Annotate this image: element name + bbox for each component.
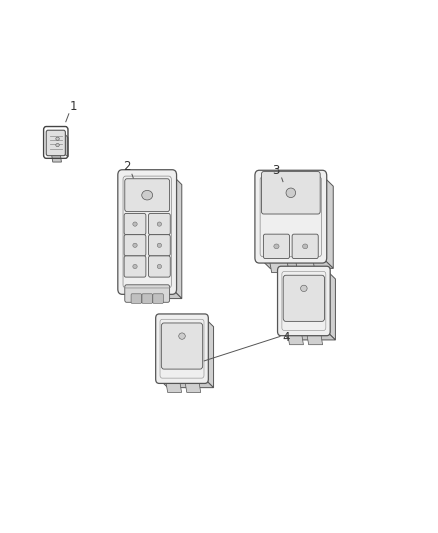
Ellipse shape	[56, 137, 59, 140]
Ellipse shape	[303, 244, 308, 249]
Ellipse shape	[142, 190, 152, 200]
FancyBboxPatch shape	[124, 256, 146, 277]
FancyBboxPatch shape	[131, 294, 141, 303]
Polygon shape	[287, 332, 304, 345]
Polygon shape	[259, 258, 333, 268]
FancyBboxPatch shape	[255, 170, 327, 263]
Ellipse shape	[157, 222, 162, 226]
Ellipse shape	[157, 243, 162, 247]
FancyBboxPatch shape	[148, 235, 170, 256]
Polygon shape	[166, 379, 182, 392]
Polygon shape	[295, 258, 315, 272]
Polygon shape	[122, 289, 182, 298]
FancyBboxPatch shape	[261, 172, 320, 214]
Polygon shape	[64, 132, 68, 157]
FancyBboxPatch shape	[263, 234, 290, 259]
Ellipse shape	[56, 143, 59, 147]
Text: 4: 4	[282, 331, 290, 344]
Ellipse shape	[286, 188, 296, 198]
Polygon shape	[185, 379, 201, 392]
Text: 1: 1	[70, 100, 77, 113]
Ellipse shape	[133, 264, 137, 269]
FancyBboxPatch shape	[278, 266, 330, 336]
Ellipse shape	[274, 244, 279, 249]
Polygon shape	[307, 332, 322, 345]
FancyBboxPatch shape	[161, 323, 203, 369]
Text: 3: 3	[272, 164, 280, 177]
FancyBboxPatch shape	[283, 275, 325, 321]
Polygon shape	[281, 332, 336, 340]
FancyBboxPatch shape	[46, 130, 65, 156]
FancyBboxPatch shape	[124, 214, 146, 235]
Ellipse shape	[300, 285, 307, 292]
Ellipse shape	[157, 264, 162, 269]
Polygon shape	[269, 258, 289, 272]
Text: 2: 2	[123, 160, 131, 173]
FancyBboxPatch shape	[142, 294, 152, 303]
Ellipse shape	[179, 333, 185, 340]
FancyBboxPatch shape	[148, 256, 170, 277]
FancyBboxPatch shape	[148, 214, 170, 235]
Polygon shape	[159, 379, 214, 387]
FancyBboxPatch shape	[125, 179, 170, 212]
FancyBboxPatch shape	[125, 285, 170, 302]
Polygon shape	[327, 270, 336, 340]
FancyBboxPatch shape	[292, 234, 318, 259]
Polygon shape	[172, 175, 182, 298]
Polygon shape	[51, 154, 61, 162]
Polygon shape	[205, 318, 214, 387]
FancyBboxPatch shape	[155, 314, 208, 383]
Polygon shape	[322, 175, 333, 268]
FancyBboxPatch shape	[118, 169, 177, 294]
Ellipse shape	[133, 243, 137, 247]
Ellipse shape	[133, 222, 137, 226]
FancyBboxPatch shape	[153, 294, 163, 303]
FancyBboxPatch shape	[124, 235, 146, 256]
